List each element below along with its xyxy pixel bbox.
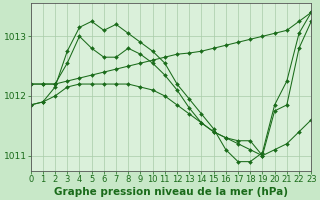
X-axis label: Graphe pression niveau de la mer (hPa): Graphe pression niveau de la mer (hPa) xyxy=(54,187,288,197)
